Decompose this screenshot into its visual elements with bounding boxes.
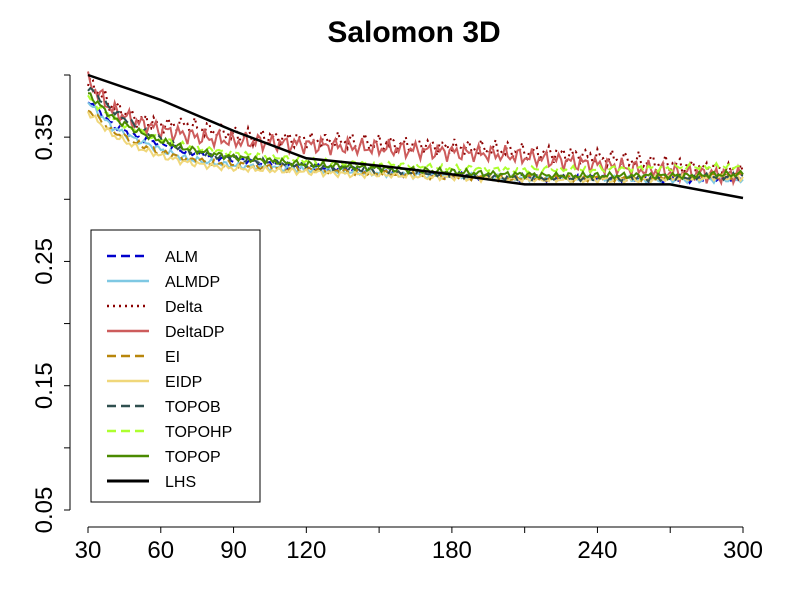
x-tick-label: 90	[220, 537, 247, 564]
series-line-eidp	[87, 111, 744, 185]
x-tick-label: 180	[432, 537, 472, 564]
x-tick-label: 300	[723, 537, 763, 564]
series-line-delta	[87, 75, 744, 182]
series-line-lhs	[87, 73, 744, 200]
series-line-topop	[87, 92, 744, 182]
y-tick-label: 0.05	[31, 487, 58, 534]
axes-layer: 30 60 90 120 180 240 300 0.05 0.15 0.25 0.35	[31, 74, 763, 564]
legend-label-alm: ALM	[165, 249, 198, 266]
legend-label-topohp: TOPOHP	[165, 424, 232, 441]
legend: ALM ALMDP Delta DeltaDP EI EIDP TOPOB TOPOHP TOP…	[90, 229, 261, 503]
legend-label-topop: TOPOP	[165, 449, 221, 466]
series-line-topob	[87, 86, 744, 184]
series-line-deltadp	[87, 71, 743, 187]
x-tick-label: 60	[147, 537, 174, 564]
legend-label-deltadp: DeltaDP	[165, 324, 225, 341]
legend-label-lhs: LHS	[165, 474, 196, 491]
legend-label-almdp: ALMDP	[165, 274, 220, 291]
series-layer	[87, 71, 744, 200]
legend-label-delta: Delta	[165, 299, 202, 316]
y-tick-label: 0.35	[31, 114, 58, 161]
legend-label-topob: TOPOB	[165, 399, 221, 416]
chart-title: Salomon 3D	[327, 16, 500, 49]
x-tick-label: 30	[75, 537, 102, 564]
x-tick-label: 240	[577, 537, 617, 564]
y-tick-label: 0.15	[31, 362, 58, 409]
y-tick-label: 0.25	[31, 238, 58, 285]
legend-label-ei: EI	[165, 349, 180, 366]
legend-label-eidp: EIDP	[165, 374, 202, 391]
x-tick-label: 120	[286, 537, 326, 564]
